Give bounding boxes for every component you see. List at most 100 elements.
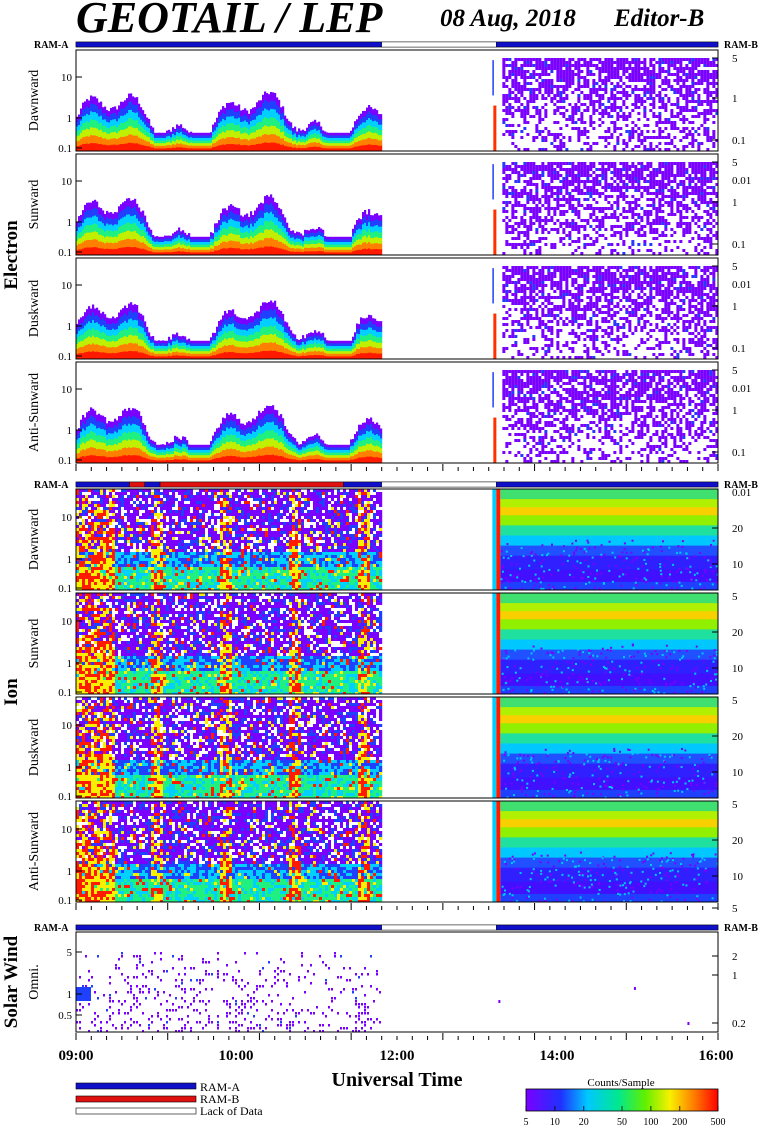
panel-direction-label: Anti-Sunward xyxy=(27,812,42,891)
right-tick-label: 1 xyxy=(732,405,738,417)
left-tick-label: 0.1 xyxy=(58,455,72,467)
right-tick-label: 1 xyxy=(732,970,738,982)
right-tick-label: 1 xyxy=(732,197,738,209)
left-tick-label: 1 xyxy=(67,113,73,125)
x-tick-label: 14:00 xyxy=(540,1048,575,1064)
panel-direction-label: Duskward xyxy=(27,719,42,777)
right-tick-label: 0.01 xyxy=(732,383,751,395)
section-ion: RAM-A RAM-B Ion Dawnward 10 1 0.1 20 10 5 Sunward 1… xyxy=(1,480,758,915)
left-tick-label: 10 xyxy=(61,384,73,396)
panel-direction-label: Omni. xyxy=(27,964,42,999)
left-tick-label: 0.1 xyxy=(58,143,72,155)
date-label: 08 Aug, 2018 xyxy=(440,5,576,32)
ram-left-label: RAM-A xyxy=(34,40,69,51)
right-tick-label: 5 xyxy=(732,799,738,811)
right-tick-label: 10 xyxy=(732,559,744,571)
legend-swatch-lack-of-data xyxy=(75,1107,197,1115)
colorbar-tick-label: 10 xyxy=(550,1117,560,1128)
left-tick-label: 1 xyxy=(67,989,73,1001)
spectrogram-panel: Anti-Sunward 10 1 0.1 5 1 0.1 0.01 xyxy=(27,361,751,499)
right-tick-label: 20 xyxy=(732,523,744,535)
right-tick-label: 10 xyxy=(732,767,744,779)
panel-direction-label: Dawnward xyxy=(27,509,42,570)
spectrogram-panel: Duskward 10 1 0.1 5 1 0.1 0.01 xyxy=(27,257,751,395)
x-tick-label: 12:00 xyxy=(380,1048,415,1064)
left-tick-label: 1 xyxy=(67,321,73,333)
ram-right-label: RAM-B xyxy=(724,480,758,491)
legend-label-lack-of-data: Lack of Data xyxy=(200,1104,263,1118)
colorbar: Counts/Sample 5 10 20 50 100 200 500 xyxy=(524,1077,726,1128)
right-tick-label: 1 xyxy=(732,301,738,313)
legend-label-ram-a: RAM-A xyxy=(200,1080,240,1094)
left-tick-label: 0.5 xyxy=(58,1010,72,1022)
right-tick-label: 5 xyxy=(732,591,738,603)
section-electron: RAM-A RAM-B Electron Dawnward 10 1 0.1 5 1 0.1 0.0… xyxy=(1,40,758,499)
right-tick-label: 5 xyxy=(732,695,738,707)
right-tick-label: 5 xyxy=(732,261,738,273)
right-tick-label: 0.01 xyxy=(732,487,751,499)
ram-right-label: RAM-B xyxy=(724,923,758,934)
spectrogram-sections: RAM-A RAM-B Electron Dawnward 10 1 0.1 5 1 0.1 0.0… xyxy=(1,40,758,1040)
left-tick-label: 1 xyxy=(67,658,73,670)
left-tick-label: 0.1 xyxy=(58,351,72,363)
left-tick-label: 1 xyxy=(67,866,73,878)
editor-label: Editor-B xyxy=(613,5,704,32)
colorbar-tick-label: 20 xyxy=(579,1117,589,1128)
spectrogram-panel: Duskward 10 1 0.1 20 10 5 xyxy=(27,696,744,811)
panel-direction-label: Dawnward xyxy=(27,70,42,131)
left-tick-label: 1 xyxy=(67,554,73,566)
legend-swatch-ram-a xyxy=(75,1082,197,1090)
left-tick-label: 10 xyxy=(61,72,73,84)
right-tick-label: 0.1 xyxy=(732,343,746,355)
left-tick-label: 0.1 xyxy=(58,687,72,699)
colorbar-tick-label: 5 xyxy=(524,1117,529,1128)
group-label: Ion xyxy=(1,678,22,706)
right-tick-label: 20 xyxy=(732,627,744,639)
spectrogram-panel: Dawnward 10 1 0.1 5 1 0.1 0.01 xyxy=(27,49,751,187)
x-axis-label: Universal Time xyxy=(332,1069,463,1091)
colorbar-tick-label: 50 xyxy=(617,1117,627,1128)
panel-direction-label: Sunward xyxy=(27,619,42,669)
panel-direction-label: Sunward xyxy=(27,180,42,230)
status-segment xyxy=(159,481,344,488)
left-tick-label: 0.1 xyxy=(58,791,72,803)
legend-swatch-ram-b xyxy=(75,1095,197,1103)
x-tick-label: 09:00 xyxy=(59,1048,94,1064)
right-tick-label: 10 xyxy=(732,871,744,883)
status-segment xyxy=(75,41,382,48)
left-tick-label: 0.1 xyxy=(58,583,72,595)
section-solar-wind: RAM-A RAM-B Solar Wind Omni. 5 1 0.5 2 1 0.2 xyxy=(1,923,758,1040)
right-tick-label: 0.1 xyxy=(732,447,746,459)
status-segment xyxy=(381,481,497,488)
left-tick-label: 0.1 xyxy=(58,895,72,907)
right-tick-label: 10 xyxy=(732,663,744,675)
left-tick-label: 1 xyxy=(67,425,73,437)
spectrogram-panel: Omni. 5 1 0.5 2 1 0.2 xyxy=(27,931,746,1033)
group-label: Electron xyxy=(1,220,22,290)
ram-legend: RAM-A RAM-B Lack of Data xyxy=(75,1080,263,1118)
panel-direction-label: Duskward xyxy=(27,280,42,338)
right-tick-label: 20 xyxy=(732,835,744,847)
status-segment xyxy=(75,481,130,488)
right-tick-label: 5 xyxy=(732,903,738,915)
colorbar-tick-label: 200 xyxy=(672,1117,687,1128)
status-segment xyxy=(496,41,719,48)
status-segment xyxy=(75,924,382,931)
right-tick-label: 5 xyxy=(732,365,738,377)
status-segment xyxy=(381,41,497,48)
left-tick-label: 10 xyxy=(61,176,73,188)
left-tick-label: 10 xyxy=(61,512,73,524)
ram-left-label: RAM-A xyxy=(34,923,69,934)
status-segment xyxy=(381,924,497,931)
left-tick-label: 10 xyxy=(61,616,73,628)
left-tick-label: 5 xyxy=(67,947,73,959)
right-tick-label: 20 xyxy=(732,731,744,743)
status-segment xyxy=(144,481,161,488)
left-tick-label: 10 xyxy=(61,720,73,732)
spectrogram-panel: Sunward 10 1 0.1 20 10 5 xyxy=(27,592,744,707)
spectrogram-panel: Sunward 10 1 0.1 5 1 0.1 0.01 xyxy=(27,153,751,291)
colorbar-tick-label: 500 xyxy=(711,1117,726,1128)
left-tick-label: 1 xyxy=(67,217,73,229)
x-tick-label: 16:00 xyxy=(699,1048,734,1064)
